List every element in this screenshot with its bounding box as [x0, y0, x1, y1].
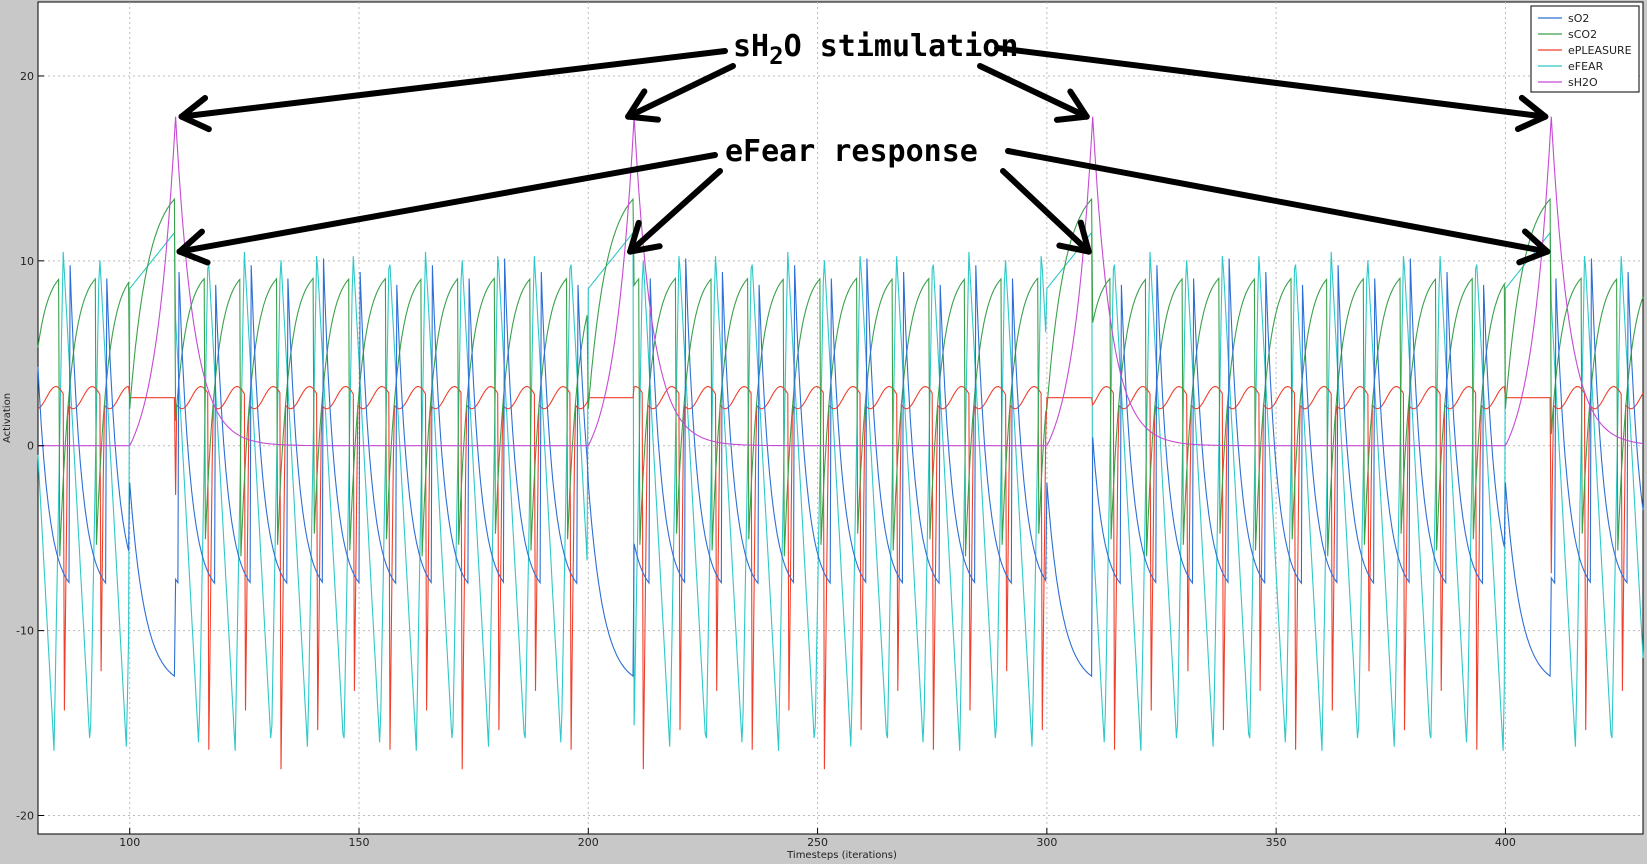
- arrow-head: [1067, 88, 1090, 120]
- plot-area: [37, 1, 1644, 835]
- y-tick-label: -20: [16, 810, 34, 823]
- ticks: 100 150 200 250 300 350 400 -20 -10 0 10 20: [16, 70, 1516, 849]
- arrow-head: [627, 243, 663, 255]
- annotation-sh2o-label: sH2O stimulation: [733, 29, 1018, 70]
- arrow-head: [1056, 242, 1092, 255]
- arrow-head: [1053, 113, 1090, 123]
- arrow-head: [625, 113, 661, 123]
- arrow-head: [1516, 248, 1551, 266]
- x-tick-label: 350: [1266, 836, 1287, 849]
- arrow-shaft: [994, 45, 1549, 120]
- annotation-sh2o-pre: sH: [733, 29, 769, 64]
- annotation-sh2o-post: O stimulation: [784, 29, 1019, 64]
- arrow-head: [176, 248, 211, 266]
- arrow-head: [625, 88, 648, 120]
- annotation-sh2o: sH2O stimulation: [178, 29, 1549, 133]
- legend-items: sO2 sCO2 ePLEASURE eFEAR sH2O: [1538, 12, 1632, 89]
- x-tick-label: 200: [578, 836, 599, 849]
- arrow-head: [178, 94, 209, 120]
- arrow-head: [1077, 219, 1092, 255]
- arrow-head: [178, 113, 212, 133]
- series-group: [37, 116, 1644, 770]
- y-tick-label: 0: [27, 440, 34, 453]
- x-tick-label: 400: [1495, 836, 1516, 849]
- series-line-epleasure: [37, 385, 1644, 770]
- x-tick-label: 100: [119, 836, 140, 849]
- arrow-shaft: [625, 63, 736, 120]
- arrow-head: [176, 228, 205, 255]
- y-tick-label: 10: [20, 255, 34, 268]
- annotation-efear-arrows: [176, 148, 1551, 266]
- annotation-sh2o-arrows: [178, 45, 1549, 133]
- annotation-efear-label: eFear response: [725, 134, 978, 169]
- annotation-sh2o-sub: 2: [769, 42, 783, 70]
- legend-label: sO2: [1568, 12, 1589, 25]
- legend-box: [1530, 5, 1640, 93]
- arrow-shaft: [627, 168, 723, 255]
- arrow-shaft: [1005, 148, 1551, 255]
- arrow-head: [1522, 228, 1551, 255]
- arrow-head: [1514, 113, 1549, 133]
- y-tick-label: -10: [16, 625, 34, 638]
- arrow-shaft: [178, 48, 728, 120]
- arrow-shaft: [176, 152, 718, 255]
- series-line-so2: [37, 258, 1644, 678]
- series-line-sh2o: [38, 116, 1644, 447]
- x-tick-label: 300: [1036, 836, 1057, 849]
- legend: sO2 sCO2 ePLEASURE eFEAR sH2O: [1530, 5, 1640, 93]
- legend-label: eFEAR: [1568, 60, 1604, 73]
- arrow-head: [627, 219, 642, 255]
- series-line-efear: [37, 231, 1644, 751]
- arrow-head: [1518, 94, 1549, 120]
- legend-label: ePLEASURE: [1568, 44, 1632, 57]
- x-axis-label: Timesteps (iterations): [786, 850, 897, 861]
- legend-label: sH2O: [1568, 76, 1598, 89]
- y-tick-label: 20: [20, 70, 34, 83]
- arrow-shaft: [1000, 168, 1092, 255]
- legend-label: sCO2: [1568, 28, 1597, 41]
- x-tick-label: 150: [349, 836, 370, 849]
- arrow-shaft: [977, 63, 1090, 120]
- annotation-efear: eFear response: [176, 134, 1551, 266]
- series-line-sco2: [37, 197, 1644, 557]
- x-tick-label: 250: [807, 836, 828, 849]
- y-axis-label: Activation: [2, 393, 13, 443]
